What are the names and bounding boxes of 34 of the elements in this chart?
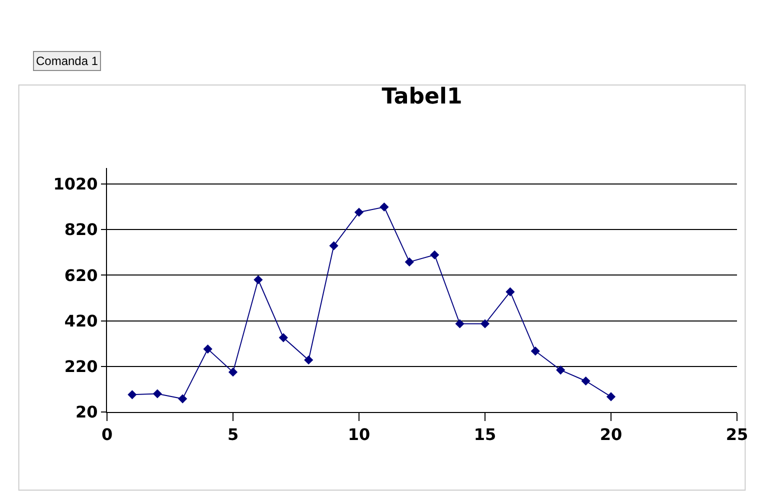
point	[506, 287, 515, 296]
point	[606, 392, 616, 402]
x-tick-label: 15	[474, 425, 496, 444]
point	[404, 257, 414, 266]
point	[380, 202, 389, 212]
x-tick-label: 25	[726, 425, 748, 444]
point	[203, 344, 212, 354]
point	[304, 355, 314, 365]
point	[556, 365, 566, 375]
point	[152, 389, 162, 398]
y-tick-label: 820	[64, 220, 98, 240]
point	[329, 241, 338, 250]
y-tick-label: 20	[76, 402, 98, 422]
point	[228, 368, 238, 377]
point	[480, 319, 490, 328]
text: Comanda 1	[36, 54, 98, 68]
point	[278, 333, 288, 342]
point	[354, 208, 364, 217]
chart-title: Tabel1	[382, 84, 462, 110]
y-tick-label: 620	[64, 266, 98, 285]
point	[430, 250, 440, 260]
point	[254, 275, 263, 284]
point	[178, 394, 188, 404]
point	[455, 319, 464, 328]
x-tick-label: 5	[227, 425, 239, 444]
y-tick-label: 420	[64, 311, 98, 330]
point	[581, 376, 590, 386]
point	[128, 390, 137, 400]
x-tick-label: 20	[600, 425, 622, 444]
x-tick-label: 10	[348, 425, 370, 444]
y-tick-label: 220	[64, 356, 98, 376]
point	[530, 346, 540, 356]
y-tick-label: 1020	[53, 174, 98, 194]
x-tick-label: 0	[101, 425, 113, 444]
